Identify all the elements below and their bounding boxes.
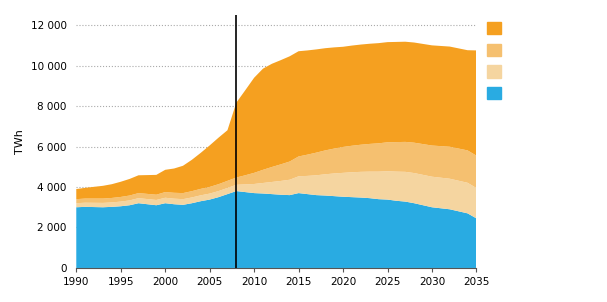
Y-axis label: TWh: TWh	[15, 129, 25, 154]
Legend: , , , : , , ,	[487, 22, 512, 101]
